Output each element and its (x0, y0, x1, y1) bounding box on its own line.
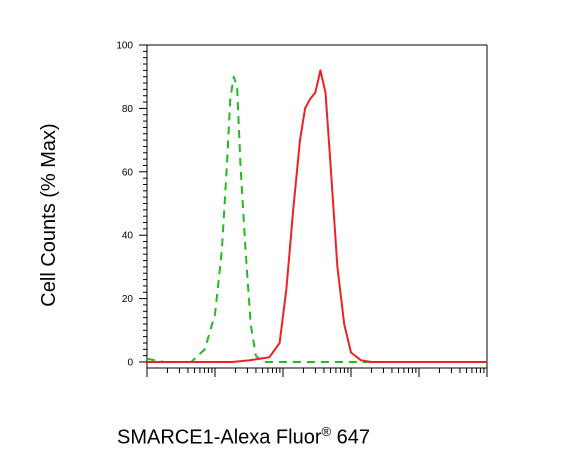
y-tick-label: 40 (122, 231, 134, 242)
y-tick-label: 20 (122, 294, 134, 305)
sample-histogram-line (147, 69, 487, 363)
x-axis-title-suffix: 647 (331, 426, 371, 449)
y-tick-label: 60 (122, 167, 134, 178)
y-tick-label: 100 (116, 41, 133, 52)
y-axis-title: Cell Counts (% Max) (38, 123, 60, 306)
x-axis-title-text: SMARCE1-Alexa Fluor (117, 426, 322, 449)
control-histogram-line (146, 75, 487, 363)
series-layer (146, 69, 487, 363)
x-axis-title: SMARCE1-Alexa Fluor® 647 (117, 424, 370, 450)
x-axis (146, 367, 488, 377)
y-tick-label: 80 (122, 104, 134, 115)
y-tick-label: 0 (127, 358, 133, 369)
y-axis: 0 20 40 60 80 100 (116, 41, 148, 369)
plot-frame (147, 44, 488, 368)
registered-mark: ® (321, 424, 332, 439)
